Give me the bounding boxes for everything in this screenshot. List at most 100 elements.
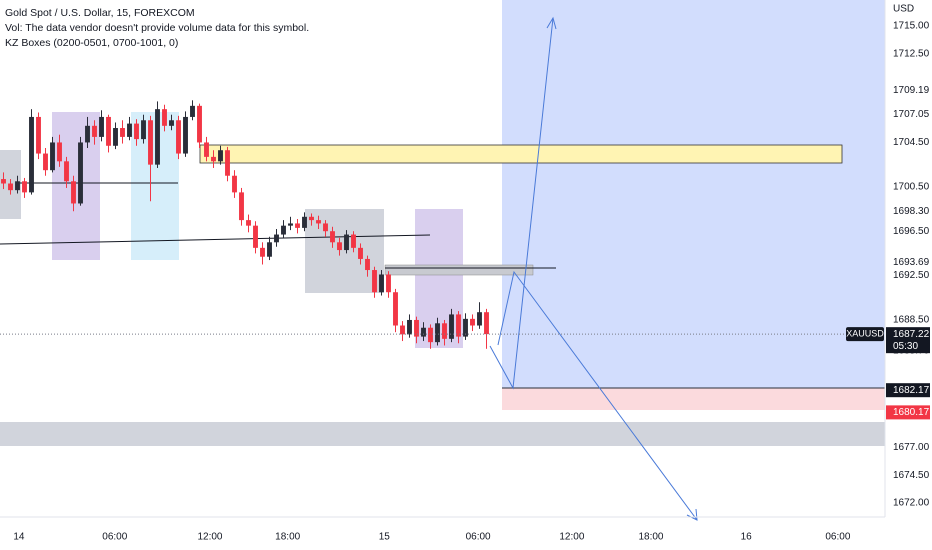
candle-body (8, 183, 13, 191)
candle-body (155, 109, 160, 165)
candle-body (435, 323, 440, 343)
candle-body (484, 312, 489, 335)
price-label: 1680.17 (893, 407, 930, 418)
x-tick-label: 06:00 (466, 532, 491, 543)
candle-body (197, 105, 202, 143)
candle-body (372, 270, 377, 293)
candle-body (295, 223, 300, 228)
candle-body (99, 116, 104, 137)
candle-body (428, 327, 433, 343)
candle-body (309, 216, 314, 221)
arrow-head (546, 16, 557, 30)
y-tick-label: 1672.00 (893, 498, 930, 509)
y-tick-label: 1693.69 (893, 257, 930, 268)
candle-body (323, 223, 328, 232)
symbol-label: XAUUSD (846, 329, 884, 339)
candle-body (260, 247, 265, 257)
candle-body (407, 319, 412, 335)
candle-body (1, 179, 6, 184)
candle-body (113, 128, 118, 146)
indicator-label: KZ Boxes (0200-0501, 0700-1001, 0) (5, 37, 178, 49)
candle-body (127, 123, 132, 137)
candle-body (162, 109, 167, 126)
candle-body (302, 216, 307, 228)
candle-body (22, 181, 27, 193)
x-tick-label: 15 (379, 532, 391, 543)
x-tick-label: 12:00 (197, 532, 222, 543)
candle-body (253, 225, 258, 248)
candle-body (246, 220, 251, 226)
target-zone (502, 0, 885, 388)
candle-body (50, 142, 55, 171)
candle-body (85, 125, 90, 143)
candle-body (183, 116, 188, 154)
arrow-path (497, 270, 698, 521)
candle-body (211, 156, 216, 162)
chart-subtitle: Vol: The data vendor doesn't provide vol… (5, 22, 309, 34)
y-tick-label: 1712.50 (893, 48, 930, 59)
candle-body (386, 274, 391, 293)
y-tick-label: 1688.50 (893, 315, 930, 326)
axis-unit: USD (893, 4, 914, 15)
candle-body (400, 325, 405, 335)
chart-title: Gold Spot / U.S. Dollar, 15, FOREXCOM (5, 7, 195, 19)
candle-body (15, 181, 20, 191)
candle-body (169, 120, 174, 126)
candle-body (204, 142, 209, 157)
candle-body (337, 242, 342, 251)
y-tick-label: 1698.30 (893, 206, 930, 217)
y-tick-label: 1692.50 (893, 270, 930, 281)
candle-body (393, 292, 398, 326)
candle-body (120, 128, 125, 137)
x-tick-label: 06:00 (825, 532, 850, 543)
session-box (52, 112, 100, 260)
y-tick-label: 1707.05 (893, 109, 930, 120)
price-label: 1682.17 (893, 385, 930, 396)
candle-body (267, 242, 272, 257)
y-tick-label: 1715.00 (893, 21, 930, 32)
candle-body (365, 258, 370, 271)
candle-body (36, 116, 41, 154)
candle-body (330, 231, 335, 243)
price-label: 1687.22 (893, 329, 930, 340)
candle-body (148, 120, 153, 165)
x-tick-label: 18:00 (275, 532, 300, 543)
candle-body (470, 318, 475, 326)
y-tick-label: 1709.19 (893, 85, 930, 96)
candle-body (456, 314, 461, 337)
candle-body (477, 312, 482, 326)
price-badge (886, 327, 930, 354)
x-tick-label: 06:00 (102, 532, 127, 543)
zone-box (199, 144, 843, 164)
y-tick-label: 1674.50 (893, 470, 930, 481)
y-tick-label: 1700.50 (893, 181, 930, 192)
y-tick-label: 1677.00 (893, 442, 930, 453)
candle-body (442, 323, 447, 339)
trend-line (0, 234, 431, 245)
candle-body (274, 234, 279, 243)
candle-body (106, 116, 111, 146)
candle-body (358, 247, 363, 259)
candle-body (463, 318, 468, 337)
countdown-label: 05:30 (893, 341, 918, 352)
candle-body (141, 120, 146, 140)
candle-body (134, 123, 139, 140)
price-badge (886, 383, 930, 398)
x-tick-label: 18:00 (638, 532, 663, 543)
price-badge (886, 405, 930, 420)
candle-body (414, 319, 419, 337)
candle-body (64, 161, 69, 182)
x-tick-label: 16 (741, 532, 753, 543)
arrow-path (489, 17, 554, 390)
candle-body (176, 120, 181, 154)
candle-body (316, 220, 321, 224)
x-tick-label: 14 (13, 532, 25, 543)
candle-body (29, 116, 34, 193)
drawings (0, 0, 885, 446)
candles (1, 100, 489, 349)
candle-body (225, 150, 230, 176)
candle-body (218, 150, 223, 162)
candle-body (57, 142, 62, 162)
candle-body (78, 142, 83, 204)
